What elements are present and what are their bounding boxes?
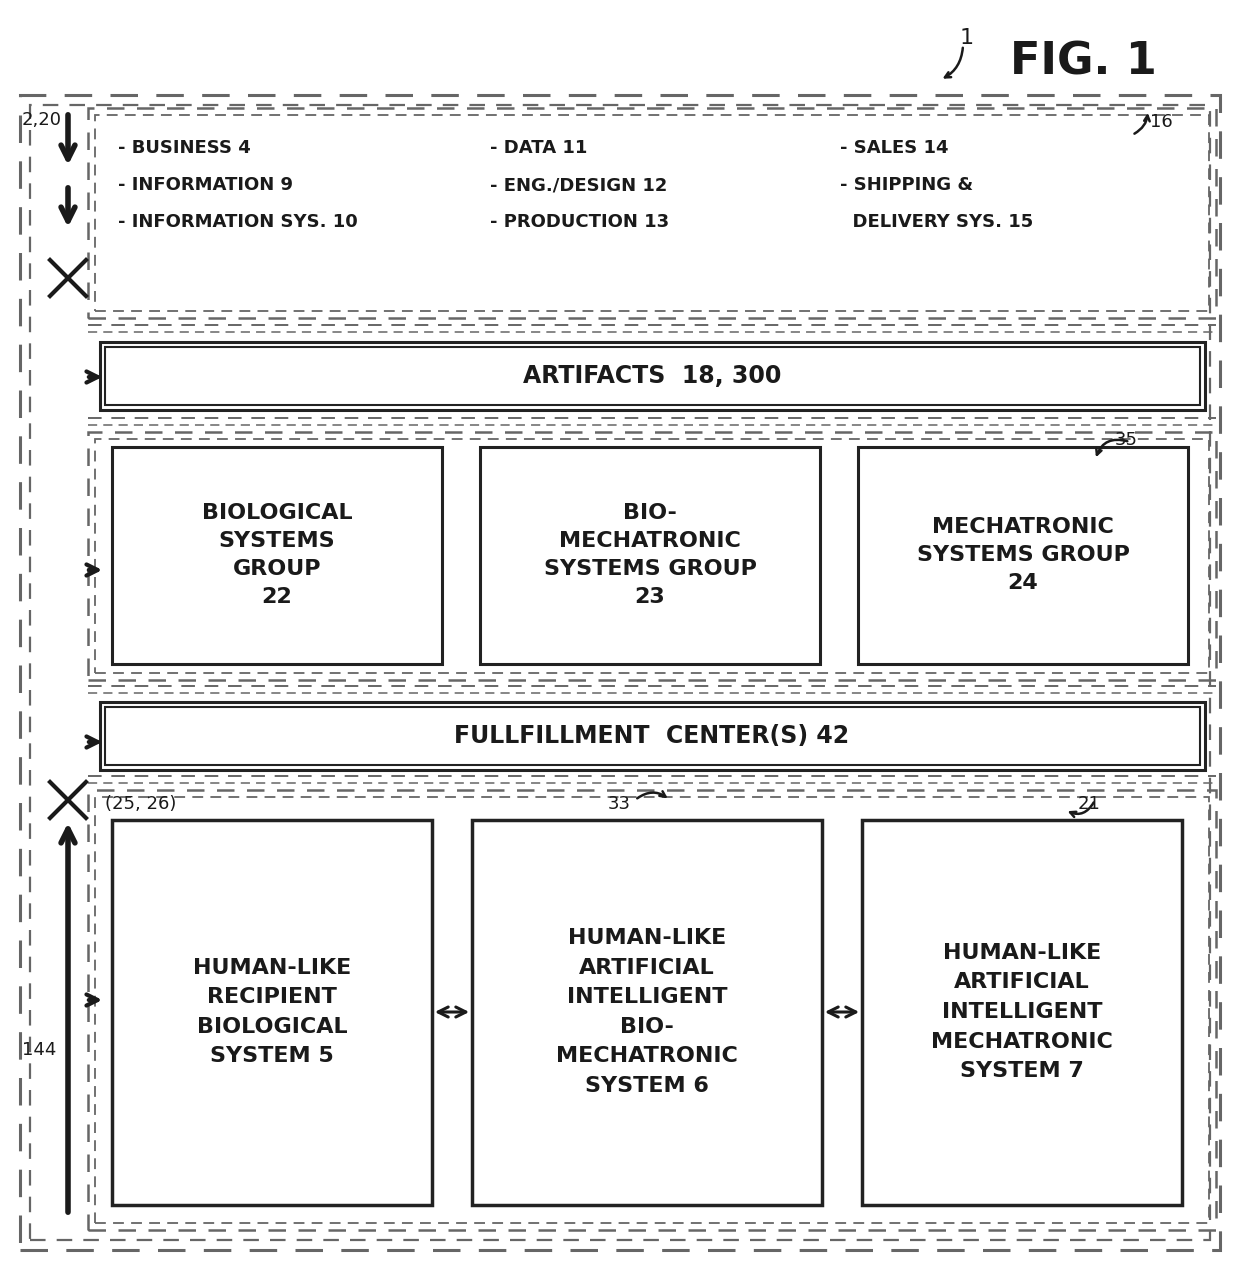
Bar xyxy=(95,439,1209,673)
Text: DELIVERY SYS. 15: DELIVERY SYS. 15 xyxy=(839,213,1033,231)
Bar xyxy=(112,820,432,1206)
Bar xyxy=(480,447,820,664)
Text: FULLFILLMENT  CENTER(S) 42: FULLFILLMENT CENTER(S) 42 xyxy=(454,725,849,747)
Text: BIOLOGICAL
SYSTEMS
GROUP
22: BIOLOGICAL SYSTEMS GROUP 22 xyxy=(202,503,352,607)
Text: ARTIFACTS  18, 300: ARTIFACTS 18, 300 xyxy=(523,364,781,388)
Text: 35: 35 xyxy=(1115,431,1138,449)
Bar xyxy=(105,346,1200,405)
Bar xyxy=(100,343,1205,410)
Text: - BUSINESS 4: - BUSINESS 4 xyxy=(118,140,250,157)
Text: - INFORMATION SYS. 10: - INFORMATION SYS. 10 xyxy=(118,213,358,231)
Text: 144: 144 xyxy=(22,1041,56,1060)
Bar xyxy=(862,820,1182,1206)
Text: 1: 1 xyxy=(960,28,975,48)
Text: - SALES 14: - SALES 14 xyxy=(839,140,949,157)
Text: 16: 16 xyxy=(1149,113,1173,131)
Text: HUMAN-LIKE
ARTIFICIAL
INTELLIGENT
BIO-
MECHATRONIC
SYSTEM 6: HUMAN-LIKE ARTIFICIAL INTELLIGENT BIO- M… xyxy=(556,928,738,1096)
Text: (25, 26): (25, 26) xyxy=(105,794,176,813)
Text: - INFORMATION 9: - INFORMATION 9 xyxy=(118,176,293,194)
Text: MECHATRONIC
SYSTEMS GROUP
24: MECHATRONIC SYSTEMS GROUP 24 xyxy=(916,516,1130,593)
Bar xyxy=(30,105,1210,1240)
Bar xyxy=(112,447,441,664)
Bar xyxy=(858,447,1188,664)
Text: HUMAN-LIKE
ARTIFICIAL
INTELLIGENT
MECHATRONIC
SYSTEM 7: HUMAN-LIKE ARTIFICIAL INTELLIGENT MECHAT… xyxy=(931,943,1114,1081)
Bar xyxy=(88,431,1216,680)
Bar xyxy=(105,707,1200,765)
Text: HUMAN-LIKE
RECIPIENT
BIOLOGICAL
SYSTEM 5: HUMAN-LIKE RECIPIENT BIOLOGICAL SYSTEM 5 xyxy=(193,958,351,1066)
Text: - ENG./DESIGN 12: - ENG./DESIGN 12 xyxy=(490,176,667,194)
Text: - DATA 11: - DATA 11 xyxy=(490,140,588,157)
Bar xyxy=(88,791,1216,1230)
Text: 21: 21 xyxy=(1078,794,1101,813)
Text: BIO-
MECHATRONIC
SYSTEMS GROUP
23: BIO- MECHATRONIC SYSTEMS GROUP 23 xyxy=(543,503,756,607)
Bar xyxy=(88,108,1216,319)
Text: 2,20: 2,20 xyxy=(22,110,62,129)
Text: - SHIPPING &: - SHIPPING & xyxy=(839,176,973,194)
Bar xyxy=(95,797,1209,1223)
Bar xyxy=(472,820,822,1206)
Text: - PRODUCTION 13: - PRODUCTION 13 xyxy=(490,213,670,231)
Bar xyxy=(100,702,1205,770)
Text: 33: 33 xyxy=(608,794,631,813)
Bar xyxy=(95,115,1209,311)
Text: FIG. 1: FIG. 1 xyxy=(1011,41,1157,84)
